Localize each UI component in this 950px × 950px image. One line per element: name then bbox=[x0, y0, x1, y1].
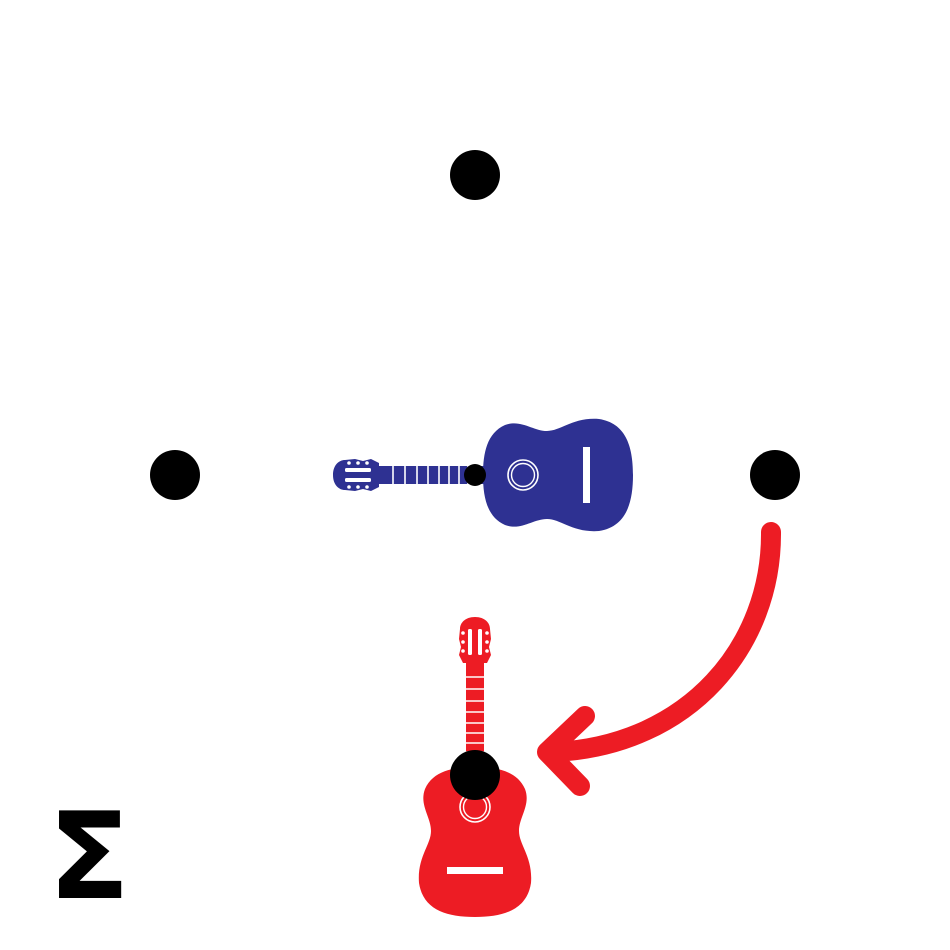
reference-dot-right bbox=[750, 450, 800, 500]
sigma-symbol: Σ bbox=[48, 788, 130, 927]
curved-arrow-icon bbox=[537, 522, 782, 796]
reference-dot-bottom bbox=[450, 750, 500, 800]
reference-dot-top bbox=[450, 150, 500, 200]
reference-dot-left bbox=[150, 450, 200, 500]
pivot-dot bbox=[464, 464, 486, 486]
